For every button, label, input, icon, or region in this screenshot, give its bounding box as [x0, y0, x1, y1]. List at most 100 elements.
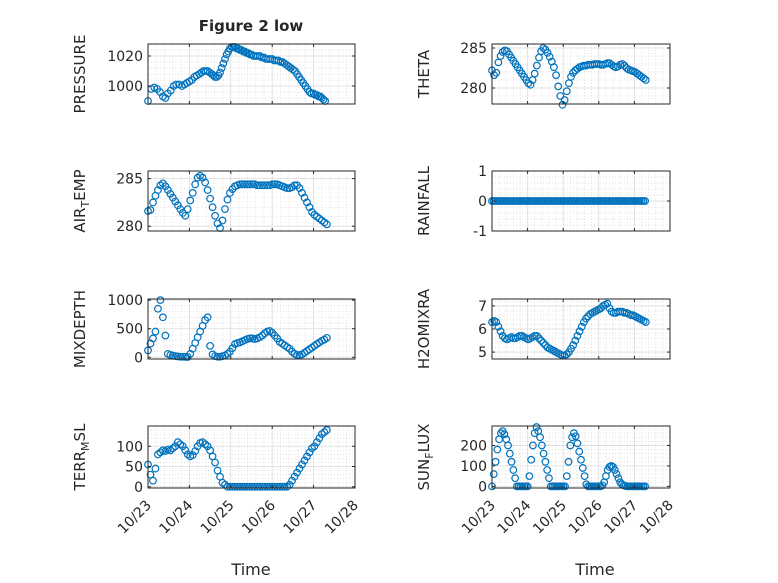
y-axis-label: THETA — [415, 49, 433, 99]
data-point — [223, 195, 232, 204]
data-point — [571, 432, 580, 441]
data-point — [288, 476, 296, 485]
data-point — [154, 450, 162, 459]
data-point — [248, 180, 257, 189]
data-point — [614, 474, 623, 483]
y-axis-label: TERRMSL — [71, 423, 92, 492]
y-tick-label: 0 — [478, 479, 487, 495]
data-series — [144, 43, 330, 105]
data-point — [206, 341, 215, 350]
data-point — [575, 327, 584, 336]
data-point — [221, 205, 229, 213]
data-point — [530, 69, 539, 78]
y-axis-label: H2OMIXRA — [415, 288, 433, 369]
y-tick-label: 200 — [460, 438, 487, 454]
data-point — [146, 206, 155, 214]
data-point — [305, 88, 314, 96]
data-point — [566, 441, 575, 450]
data-point — [218, 478, 227, 487]
data-point — [564, 457, 573, 466]
data-point — [213, 352, 222, 361]
data-point — [573, 439, 582, 448]
data-point — [573, 64, 582, 73]
data-point — [151, 327, 160, 336]
data-point — [639, 74, 648, 83]
data-point — [320, 428, 329, 436]
data-point — [545, 474, 553, 483]
data-point — [315, 434, 324, 443]
x-axis-label-left: Time — [230, 560, 270, 579]
data-point — [186, 196, 195, 205]
data-point — [176, 352, 185, 361]
data-point — [260, 181, 269, 190]
data-point — [168, 444, 177, 453]
y-tick-label: 285 — [116, 172, 143, 188]
data-point — [577, 322, 586, 331]
y-axis-label: PRESSURE — [71, 35, 89, 114]
data-point — [620, 61, 629, 70]
data-point — [569, 68, 578, 77]
data-point — [183, 205, 192, 213]
data-point — [537, 441, 546, 450]
data-point — [319, 95, 328, 104]
data-point — [218, 216, 227, 225]
data-point — [541, 457, 550, 466]
data-series — [144, 426, 331, 491]
data-point — [243, 482, 252, 491]
data-point — [556, 92, 565, 100]
data-point — [539, 449, 548, 458]
data-point — [159, 313, 167, 322]
y-tick-label: 7 — [478, 299, 487, 315]
y-axis-label: AIRTEMP — [71, 169, 92, 232]
data-point — [523, 482, 532, 491]
data-point — [539, 44, 548, 52]
data-point — [496, 52, 505, 60]
data-point — [156, 296, 165, 305]
data-point — [313, 438, 321, 447]
x-tick-label: 10/28 — [322, 498, 362, 538]
y-tick-label: 0 — [478, 194, 487, 210]
data-point — [532, 61, 541, 70]
data-point — [489, 470, 498, 478]
data-point — [543, 466, 552, 474]
data-point — [308, 444, 316, 453]
data-point — [258, 482, 267, 491]
data-point — [529, 441, 537, 450]
data-point — [500, 430, 509, 439]
data-point — [275, 482, 284, 491]
data-point — [176, 440, 185, 449]
data-point — [188, 451, 197, 460]
data-point — [530, 332, 539, 340]
data-point — [255, 181, 264, 190]
data-point — [161, 94, 170, 102]
data-point — [505, 449, 514, 458]
x-tick-label: 10/23 — [115, 498, 155, 538]
data-point — [567, 72, 575, 81]
data-point — [568, 433, 576, 442]
data-point — [303, 452, 311, 461]
data-point — [203, 313, 212, 322]
data-point — [265, 482, 274, 491]
data-point — [536, 433, 544, 442]
axes-box — [147, 425, 356, 489]
data-point — [561, 482, 569, 491]
data-point — [280, 482, 289, 491]
data-point — [498, 48, 507, 56]
data-point — [490, 71, 499, 80]
data-point — [201, 178, 210, 187]
data-point — [543, 48, 552, 57]
y-tick-label: 280 — [460, 81, 487, 97]
subplot-1: 1000 1020 PRESSURE — [71, 35, 356, 114]
data-point — [582, 314, 590, 323]
data-point — [539, 338, 548, 347]
data-point — [535, 334, 543, 343]
data-point — [181, 446, 190, 455]
data-point — [273, 482, 282, 491]
y-tick-label: 6 — [478, 322, 487, 338]
x-tick-label: 10/24 — [495, 497, 535, 537]
data-point — [151, 464, 160, 473]
data-point — [154, 304, 162, 313]
y-axis-label: MIXDEPTH — [71, 290, 89, 368]
data-point — [293, 351, 301, 359]
